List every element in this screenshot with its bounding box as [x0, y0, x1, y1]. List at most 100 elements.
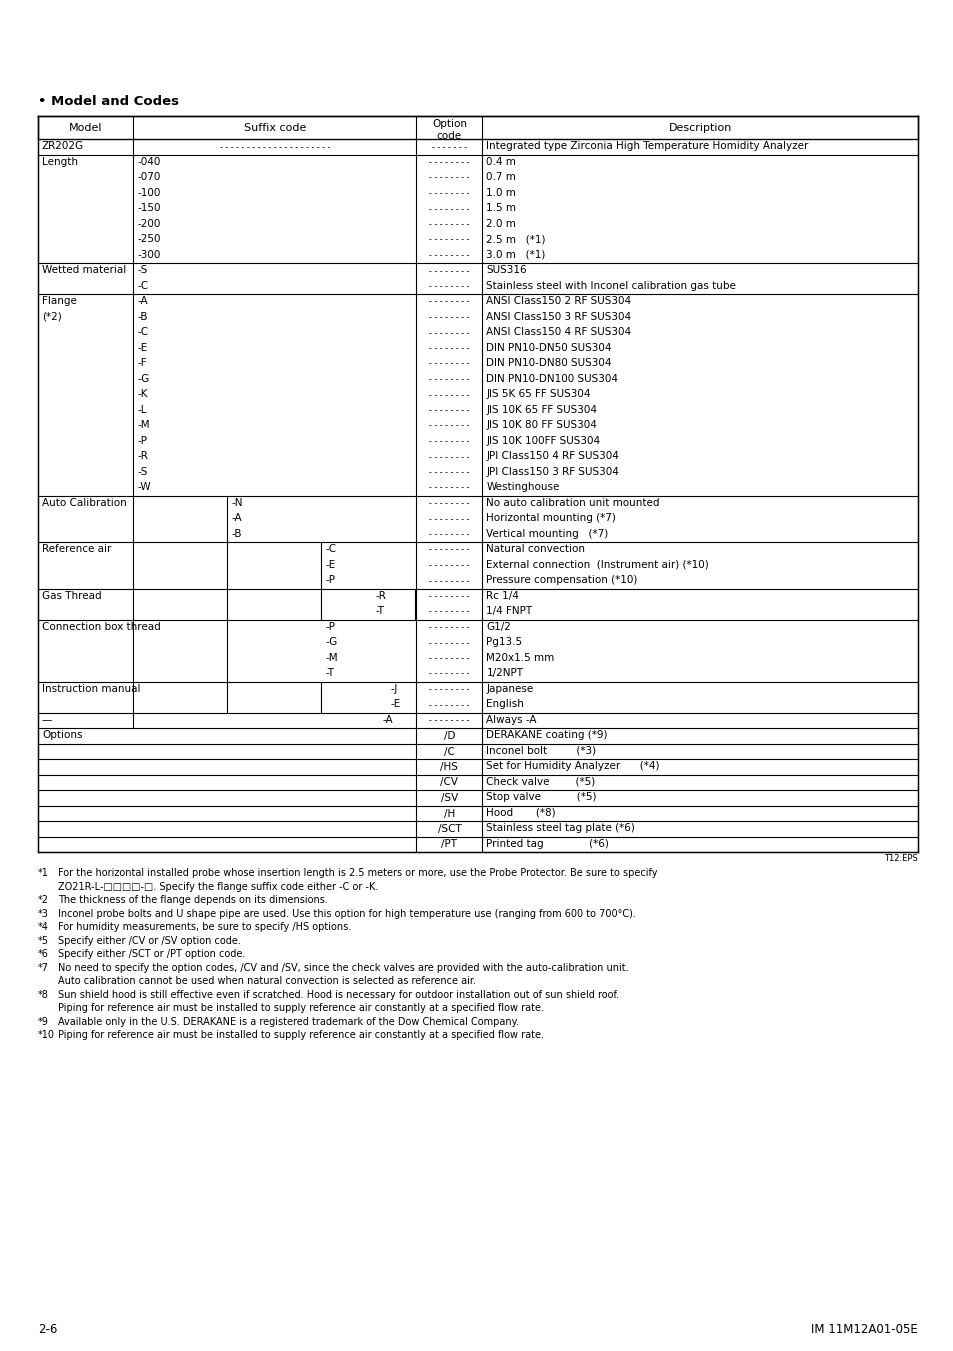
Text: Options: Options	[42, 731, 82, 740]
Text: Suffix code: Suffix code	[243, 123, 306, 132]
Text: Wetted material: Wetted material	[42, 265, 126, 276]
Text: -B: -B	[231, 528, 241, 539]
Text: Stainless steel with Inconel calibration gas tube: Stainless steel with Inconel calibration…	[486, 281, 736, 290]
Text: - - - - - - - -: - - - - - - - -	[429, 515, 469, 523]
Text: For the horizontal installed probe whose insertion length is 2.5 meters or more,: For the horizontal installed probe whose…	[58, 869, 657, 878]
Text: -L: -L	[137, 405, 147, 415]
Text: -J: -J	[390, 684, 397, 694]
Text: - - - - - - - -: - - - - - - - -	[429, 716, 469, 725]
Text: *5: *5	[38, 936, 49, 946]
Text: No auto calibration unit mounted: No auto calibration unit mounted	[486, 497, 659, 508]
Text: DIN PN10-DN50 SUS304: DIN PN10-DN50 SUS304	[486, 343, 611, 353]
Text: Description: Description	[668, 123, 731, 132]
Text: Piping for reference air must be installed to supply reference air constantly at: Piping for reference air must be install…	[58, 1031, 543, 1040]
Text: Set for Humidity Analyzer      (*4): Set for Humidity Analyzer (*4)	[486, 761, 659, 771]
Text: -A: -A	[137, 296, 148, 307]
Text: -R: -R	[137, 451, 148, 461]
Text: *4: *4	[38, 923, 49, 932]
Text: -S: -S	[137, 265, 148, 276]
Text: -P: -P	[137, 436, 147, 446]
Text: -100: -100	[137, 188, 160, 197]
Text: -T: -T	[375, 607, 384, 616]
Text: - - - - - - - -: - - - - - - - -	[429, 282, 469, 290]
Text: - - - - - - - -: - - - - - - - -	[429, 592, 469, 601]
Text: 3.0 m   (*1): 3.0 m (*1)	[486, 250, 545, 259]
Text: -M: -M	[137, 420, 150, 430]
Text: - - - - - - - -: - - - - - - - -	[429, 376, 469, 384]
Text: *1: *1	[38, 869, 49, 878]
Text: - - - - - - - -: - - - - - - - -	[429, 235, 469, 245]
Text: - - - - - - - -: - - - - - - - -	[429, 701, 469, 709]
Text: -200: -200	[137, 219, 160, 228]
Text: - - - - - - - -: - - - - - - - -	[429, 654, 469, 663]
Text: Auto calibration cannot be used when natural convection is selected as reference: Auto calibration cannot be used when nat…	[58, 977, 476, 986]
Text: -070: -070	[137, 172, 160, 182]
Text: Westinghouse: Westinghouse	[486, 482, 559, 492]
Text: Option
code: Option code	[432, 119, 466, 141]
Text: M20x1.5 mm: M20x1.5 mm	[486, 653, 554, 663]
Text: G1/2: G1/2	[486, 621, 511, 632]
Text: - - - - - - - -: - - - - - - - -	[429, 639, 469, 647]
Text: -N: -N	[231, 497, 242, 508]
Text: Stop valve           (*5): Stop valve (*5)	[486, 792, 597, 802]
Text: - - - - - - - -: - - - - - - - -	[429, 173, 469, 182]
Text: DIN PN10-DN100 SUS304: DIN PN10-DN100 SUS304	[486, 374, 618, 384]
Text: Pg13.5: Pg13.5	[486, 638, 522, 647]
Text: Check valve        (*5): Check valve (*5)	[486, 777, 595, 786]
Text: - - - - - - - -: - - - - - - - -	[429, 313, 469, 322]
Text: • Model and Codes: • Model and Codes	[38, 95, 179, 108]
Text: SUS316: SUS316	[486, 265, 526, 276]
Text: -W: -W	[137, 482, 151, 492]
Text: Instruction manual: Instruction manual	[42, 684, 140, 694]
Text: /C: /C	[443, 747, 455, 757]
Text: -150: -150	[137, 203, 160, 213]
Text: -R: -R	[375, 590, 386, 601]
Text: Piping for reference air must be installed to supply reference air constantly at: Piping for reference air must be install…	[58, 1004, 543, 1013]
Text: - - - - - - -: - - - - - - -	[432, 142, 466, 151]
Text: ZR202G: ZR202G	[42, 142, 84, 151]
Text: - - - - - - - -: - - - - - - - -	[429, 407, 469, 415]
Text: 1.5 m: 1.5 m	[486, 203, 516, 213]
Text: DIN PN10-DN80 SUS304: DIN PN10-DN80 SUS304	[486, 358, 611, 369]
Text: Japanese: Japanese	[486, 684, 533, 694]
Text: *10: *10	[38, 1031, 55, 1040]
Text: - - - - - - - -: - - - - - - - -	[429, 158, 469, 168]
Text: - - - - - - - -: - - - - - - - -	[429, 608, 469, 616]
Text: Always -A: Always -A	[486, 715, 537, 724]
Text: Inconel probe bolts and U shape pipe are used. Use this option for high temperat: Inconel probe bolts and U shape pipe are…	[58, 909, 636, 919]
Text: 0.4 m: 0.4 m	[486, 157, 516, 166]
Text: -P: -P	[325, 576, 335, 585]
Text: - - - - - - - -: - - - - - - - -	[429, 266, 469, 276]
Text: - - - - - - - -: - - - - - - - -	[429, 577, 469, 585]
Text: For humidity measurements, be sure to specify /HS options.: For humidity measurements, be sure to sp…	[58, 923, 351, 932]
Text: - - - - - - - -: - - - - - - - -	[429, 422, 469, 431]
Text: Sun shield hood is still effective even if scratched. Hood is necessary for outd: Sun shield hood is still effective even …	[58, 990, 618, 1000]
Text: *8: *8	[38, 990, 49, 1000]
Text: -K: -K	[137, 389, 148, 400]
Text: Specify either /SCT or /PT option code.: Specify either /SCT or /PT option code.	[58, 950, 245, 959]
Text: -300: -300	[137, 250, 160, 259]
Text: -E: -E	[390, 700, 400, 709]
Text: -250: -250	[137, 234, 160, 245]
Text: /SV: /SV	[440, 793, 457, 802]
Text: Connection box thread: Connection box thread	[42, 621, 161, 632]
Text: Available only in the U.S. DERAKANE is a registered trademark of the Dow Chemica: Available only in the U.S. DERAKANE is a…	[58, 1017, 518, 1027]
Text: Pressure compensation (*10): Pressure compensation (*10)	[486, 576, 638, 585]
Text: -B: -B	[137, 312, 148, 322]
Text: /H: /H	[443, 808, 455, 819]
Text: IM 11M12A01-05E: IM 11M12A01-05E	[810, 1323, 917, 1336]
Text: *9: *9	[38, 1017, 49, 1027]
Text: Horizontal mounting (*7): Horizontal mounting (*7)	[486, 513, 616, 523]
Text: - - - - - - - -: - - - - - - - -	[429, 189, 469, 199]
Text: - - - - - - - -: - - - - - - - -	[429, 685, 469, 694]
Text: - - - - - - - -: - - - - - - - -	[429, 530, 469, 539]
Text: -T: -T	[325, 669, 334, 678]
Text: ANSI Class150 2 RF SUS304: ANSI Class150 2 RF SUS304	[486, 296, 631, 307]
Text: /PT: /PT	[441, 839, 456, 850]
Text: Integrated type Zirconia High Temperature Homidity Analyzer: Integrated type Zirconia High Temperatur…	[486, 142, 808, 151]
Text: - - - - - - - -: - - - - - - - -	[429, 220, 469, 230]
Text: - - - - - - - -: - - - - - - - -	[429, 453, 469, 462]
Text: -S: -S	[137, 466, 148, 477]
Text: No need to specify the option codes, /CV and /SV, since the check valves are pro: No need to specify the option codes, /CV…	[58, 963, 628, 973]
Text: —: —	[42, 715, 52, 724]
